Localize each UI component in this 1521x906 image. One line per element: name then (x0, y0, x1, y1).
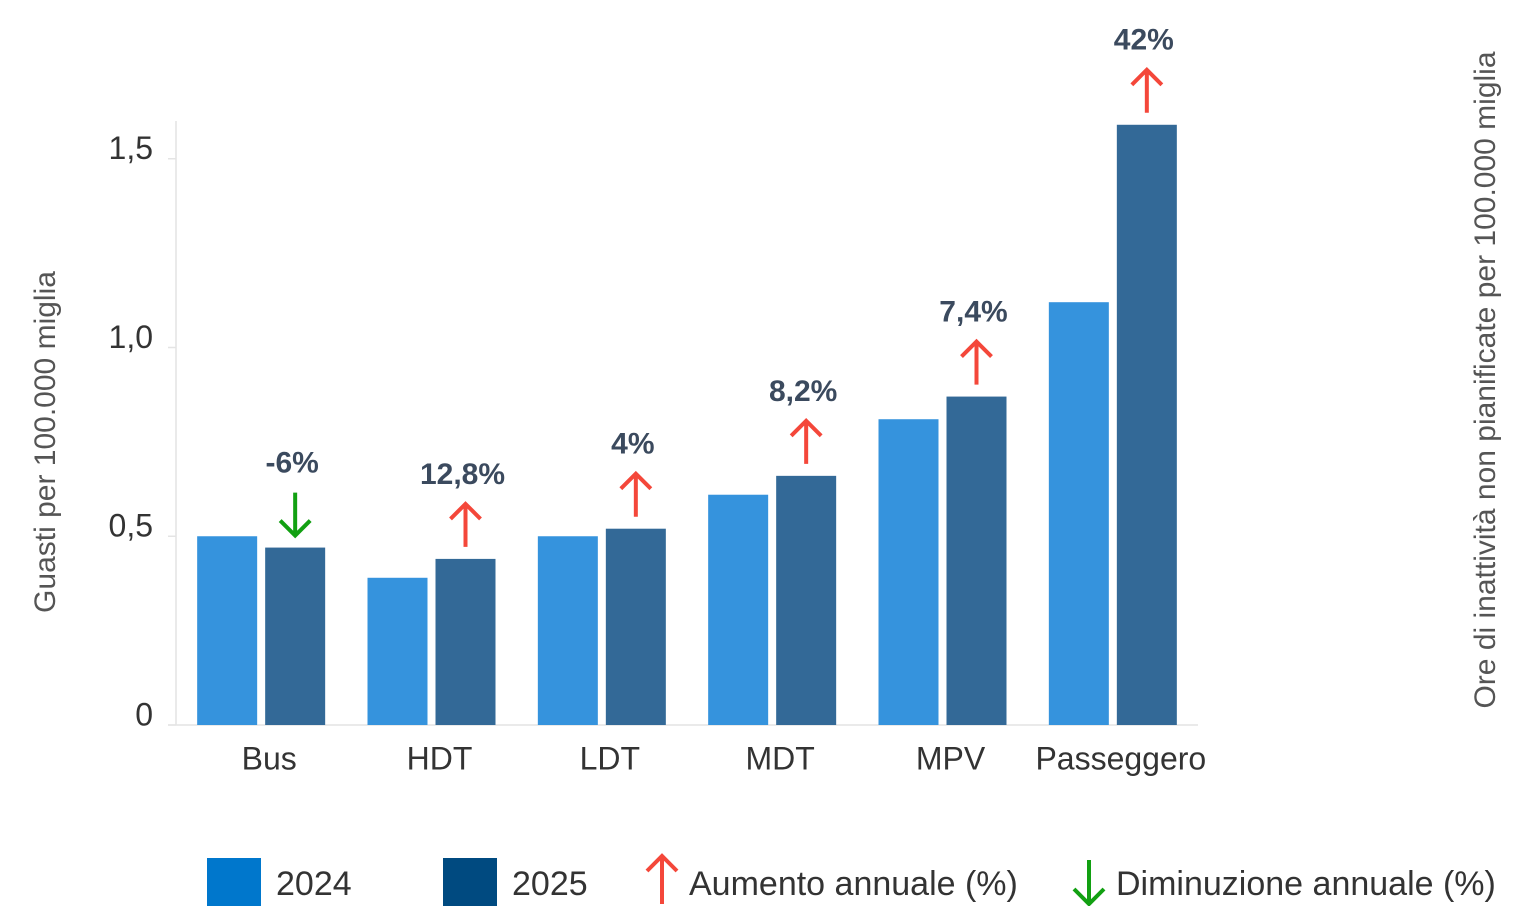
change-label: 7,4% (939, 295, 1007, 328)
y2-axis-title: Ore di inattività non pianificate per 10… (1469, 51, 1502, 708)
y-tick-label: 0,5 (109, 508, 153, 544)
change-label: 12,8% (420, 458, 505, 491)
bar (265, 547, 326, 725)
change-label: -6% (265, 446, 318, 479)
legend-label: Diminuzione annuale (%) (1116, 865, 1496, 903)
bar (878, 419, 939, 725)
bar (1116, 124, 1177, 725)
y-tick-label: 0 (135, 696, 153, 732)
increase-arrow (960, 338, 993, 385)
increase-arrow (1130, 66, 1164, 113)
legend-swatch (443, 858, 497, 906)
increase-arrow (645, 853, 679, 904)
x-tick-label: MDT (746, 740, 815, 776)
bar (197, 536, 258, 725)
bar (367, 577, 428, 725)
legend-label: 2024 (276, 865, 352, 903)
bar (537, 536, 598, 725)
bar (435, 558, 496, 725)
x-tick-label: Bus (242, 740, 297, 776)
y-tick-label: 1,0 (109, 319, 153, 355)
x-tick-label: HDT (407, 740, 473, 776)
change-label: 42% (1114, 24, 1174, 57)
bar (1048, 302, 1109, 725)
increase-arrow (789, 418, 823, 464)
legend-swatch (207, 858, 261, 906)
decrease-arrow (1072, 860, 1106, 906)
change-label: 4% (611, 428, 654, 461)
x-tick-label: LDT (580, 740, 640, 776)
change-label: 8,2% (769, 375, 837, 408)
bar (946, 396, 1007, 725)
legend-label: Aumento annuale (%) (689, 865, 1018, 903)
increase-arrow (449, 501, 482, 547)
x-tick-label: Passeggero (1035, 740, 1206, 776)
legend-label: 2025 (512, 865, 588, 903)
y-tick-label: 1,5 (109, 130, 153, 166)
increase-arrow (619, 470, 653, 517)
x-tick-label: MPV (916, 740, 986, 776)
bar (605, 528, 666, 725)
bar (776, 475, 837, 725)
y-axis-title: Guasti per 100.000 miglia (29, 271, 62, 613)
decrease-arrow (278, 492, 312, 539)
bar (708, 494, 769, 725)
